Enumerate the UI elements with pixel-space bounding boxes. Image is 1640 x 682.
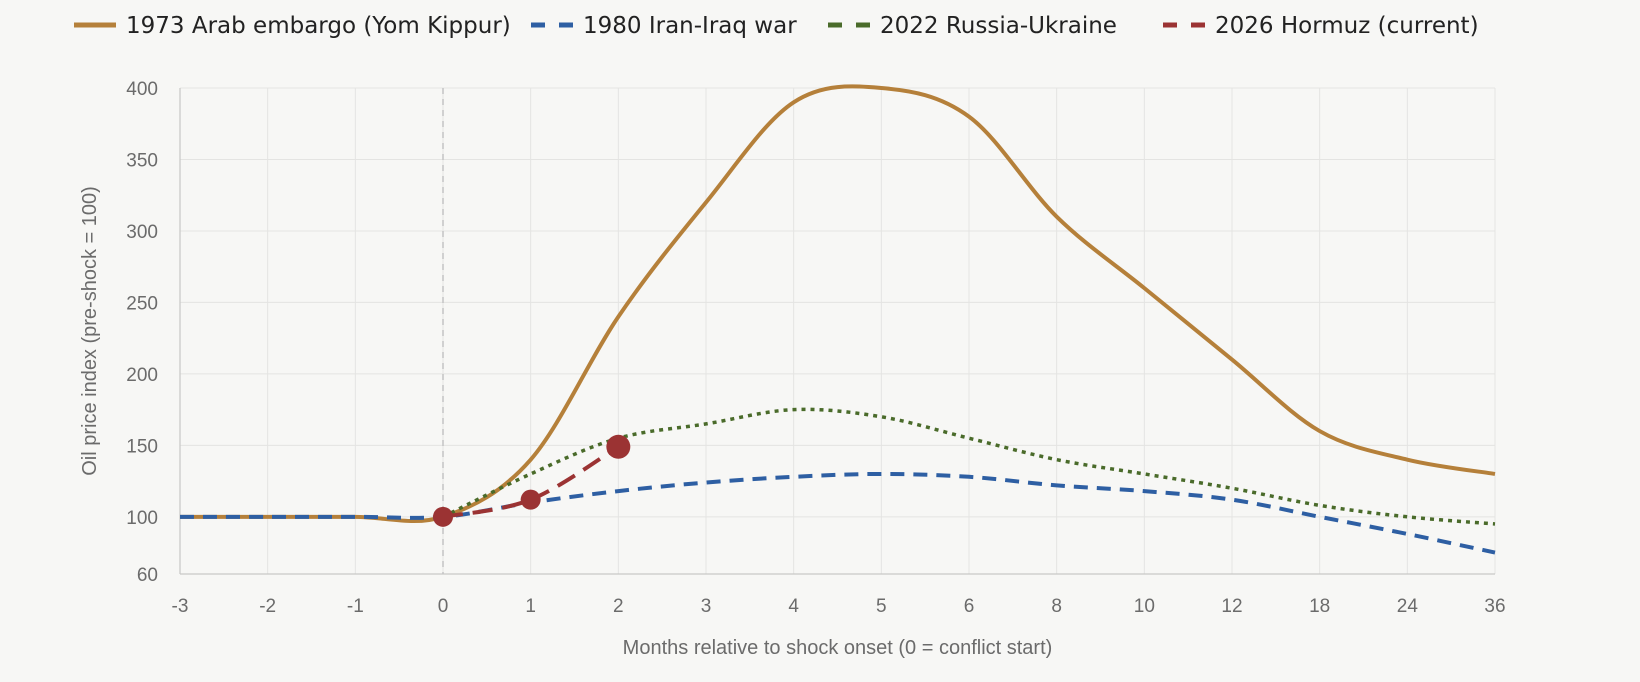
legend-item-2: 1980 Iran-Iraq war [531, 13, 797, 39]
y-axis-title: Oil price index (pre-shock = 100) [79, 186, 101, 476]
x-tick-label: 36 [1484, 596, 1505, 617]
y-tick-label: 200 [126, 365, 158, 386]
legend-label: 1973 Arab embargo (Yom Kippur) [126, 13, 511, 39]
x-tick-label: 24 [1397, 596, 1419, 617]
x-tick-label: 2 [613, 596, 624, 617]
x-tick-label: -2 [259, 596, 276, 617]
series-marker-4 [606, 434, 631, 459]
legend: 1973 Arab embargo (Yom Kippur) 1980 Iran-… [74, 13, 1479, 39]
x-tick-label: 1 [525, 596, 536, 617]
x-tick-label: 4 [788, 596, 799, 617]
x-tick-label: -3 [172, 596, 189, 617]
legend-label: 2022 Russia-Ukraine [880, 13, 1117, 39]
y-tick-label: 300 [126, 222, 158, 243]
legend-item-1: 1973 Arab embargo (Yom Kippur) [74, 13, 511, 39]
y-tick-label: 350 [126, 150, 158, 171]
y-tick-label: 100 [126, 508, 158, 529]
legend-item-4: 2026 Hormuz (current) [1163, 13, 1479, 39]
x-tick-label: 0 [438, 596, 449, 617]
y-tick-label: 60 [137, 565, 158, 586]
series-marker-4 [433, 506, 453, 527]
legend-label: 2026 Hormuz (current) [1215, 13, 1479, 39]
series-marker-4 [520, 489, 541, 510]
y-tick-label: 150 [126, 436, 158, 457]
axes [179, 88, 1495, 575]
x-axis-title: Months relative to shock onset (0 = conf… [623, 637, 1053, 659]
x-tick-label: -1 [347, 596, 364, 617]
x-tick-label: 18 [1309, 596, 1330, 617]
x-tick-label: 10 [1134, 596, 1155, 617]
y-tick-label: 400 [126, 79, 158, 100]
x-tick-label: 12 [1221, 596, 1242, 617]
y-tick-label: 250 [126, 293, 158, 314]
x-tick-label: 3 [701, 596, 712, 617]
x-tick-label: 8 [1051, 596, 1062, 617]
x-tick-label: 6 [964, 596, 975, 617]
series-line-2 [179, 471, 1496, 555]
legend-item-3: 2022 Russia-Ukraine [828, 13, 1117, 39]
legend-label: 1980 Iran-Iraq war [583, 13, 797, 39]
series-line-4 [442, 445, 620, 519]
series-line-1 [179, 84, 1496, 524]
series-layer [179, 84, 1496, 555]
x-tick-label: 5 [876, 596, 887, 617]
tick-labels: -3 -2 -1 0 1 2 3 4 5 6 8 10 12 18 24 366010015020025030… [126, 79, 1505, 617]
